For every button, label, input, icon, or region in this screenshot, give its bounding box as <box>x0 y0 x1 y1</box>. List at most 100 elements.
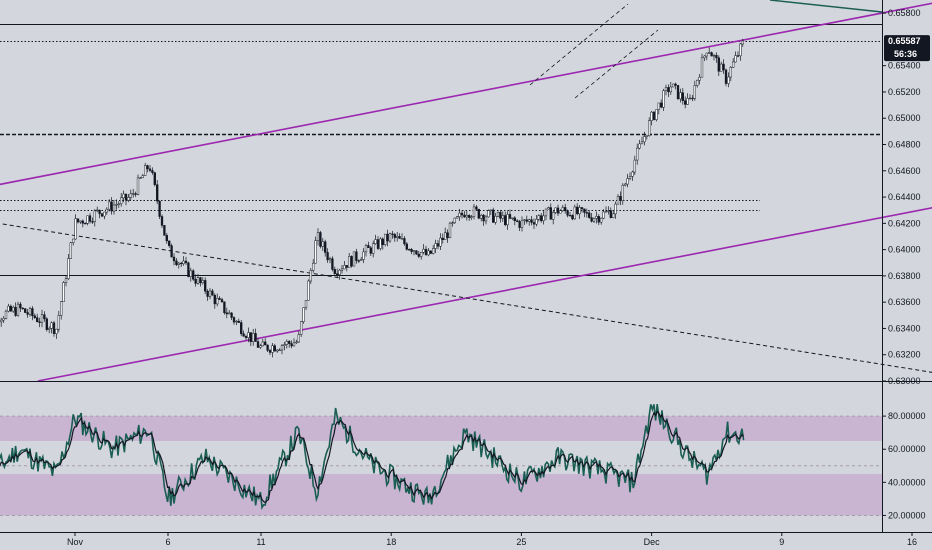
candle <box>451 221 454 227</box>
candle <box>264 338 267 346</box>
candle <box>362 248 365 264</box>
candle <box>336 268 339 279</box>
candle <box>117 201 120 209</box>
candle <box>348 252 351 268</box>
candle <box>24 308 27 313</box>
teal-trendline[interactable] <box>769 0 883 13</box>
candle <box>504 211 507 227</box>
candle <box>187 261 190 278</box>
candle <box>364 243 368 257</box>
candle <box>105 207 108 215</box>
candle <box>120 193 123 207</box>
time-tick-label: 9 <box>779 537 784 547</box>
candle <box>640 136 644 145</box>
candle <box>643 131 646 146</box>
candle <box>535 214 538 227</box>
time-tick-label: Dec <box>644 537 661 547</box>
candle <box>290 340 293 349</box>
price-tick-label: 0.64600 <box>888 166 921 176</box>
candle <box>400 233 404 240</box>
candle <box>607 206 610 215</box>
candle <box>662 88 665 112</box>
candle <box>415 250 418 255</box>
current-price-tag: 0.65587 56:36 <box>884 35 930 62</box>
candle <box>506 211 509 230</box>
candle <box>57 310 60 333</box>
candle <box>465 211 468 221</box>
candle <box>736 51 740 58</box>
candle <box>432 245 435 255</box>
dashed-trendline[interactable] <box>0 221 932 381</box>
time-tick-label: 11 <box>256 537 265 547</box>
candle <box>165 232 168 244</box>
candle <box>516 219 519 223</box>
candle <box>312 259 315 273</box>
candle <box>468 214 471 221</box>
candle <box>79 220 82 224</box>
candle <box>398 233 401 239</box>
price-tick-label: 0.65200 <box>888 87 921 97</box>
candle <box>652 110 656 121</box>
price-pane[interactable] <box>0 0 932 382</box>
candle <box>405 241 408 251</box>
candle <box>340 265 344 274</box>
candle <box>91 217 94 224</box>
candle <box>292 338 296 347</box>
candle <box>72 238 75 246</box>
candle <box>429 250 432 255</box>
candle <box>376 235 380 251</box>
candle <box>271 342 274 358</box>
minor-channel-lower[interactable] <box>574 29 659 99</box>
candle <box>328 256 332 264</box>
candle <box>302 307 305 324</box>
candle <box>482 214 485 226</box>
candle <box>129 189 132 201</box>
time-axis[interactable]: Nov6111825Dec91623 <box>67 532 932 547</box>
horizontal-levels <box>0 24 882 276</box>
candle <box>357 259 360 264</box>
candle <box>518 219 521 232</box>
candle <box>487 209 490 218</box>
candle <box>583 208 586 218</box>
candle <box>710 51 713 57</box>
candle <box>556 204 560 217</box>
candle <box>141 173 144 179</box>
channel-lower-line[interactable] <box>37 172 932 382</box>
candle <box>693 80 696 101</box>
candle <box>372 240 375 258</box>
candle <box>688 94 692 100</box>
candle <box>345 265 348 272</box>
candle <box>309 268 312 284</box>
rsi-pane[interactable] <box>0 403 882 516</box>
candle <box>314 236 317 264</box>
candle <box>681 88 684 105</box>
candle <box>741 38 744 47</box>
candle <box>175 258 178 267</box>
candle <box>499 210 502 223</box>
candle <box>578 204 581 219</box>
candle <box>261 338 264 347</box>
price-tick-label: 0.63200 <box>888 350 921 360</box>
candle <box>33 313 36 320</box>
candle <box>204 277 207 295</box>
candle <box>571 214 574 221</box>
price-axis[interactable]: 0.65800 0.65400 0.65200 0.65000 0.64800 0.646… <box>882 8 921 386</box>
channel-upper-line[interactable] <box>0 0 932 188</box>
candle <box>199 276 202 287</box>
candle <box>268 348 272 355</box>
candle <box>446 229 449 243</box>
candle <box>597 214 600 226</box>
candle <box>64 275 68 287</box>
rsi-signal-line <box>0 410 745 504</box>
minor-channel-upper[interactable] <box>529 3 629 86</box>
candle <box>674 82 677 90</box>
candle <box>576 203 579 216</box>
candle <box>501 211 504 222</box>
candle <box>648 117 651 137</box>
rsi-axis[interactable]: 80.00000 60.00000 40.00000 20.00000 <box>882 411 926 520</box>
price-tick-label: 0.65800 <box>888 8 921 18</box>
candle <box>213 293 216 309</box>
candle <box>525 215 528 224</box>
candle <box>508 209 512 220</box>
